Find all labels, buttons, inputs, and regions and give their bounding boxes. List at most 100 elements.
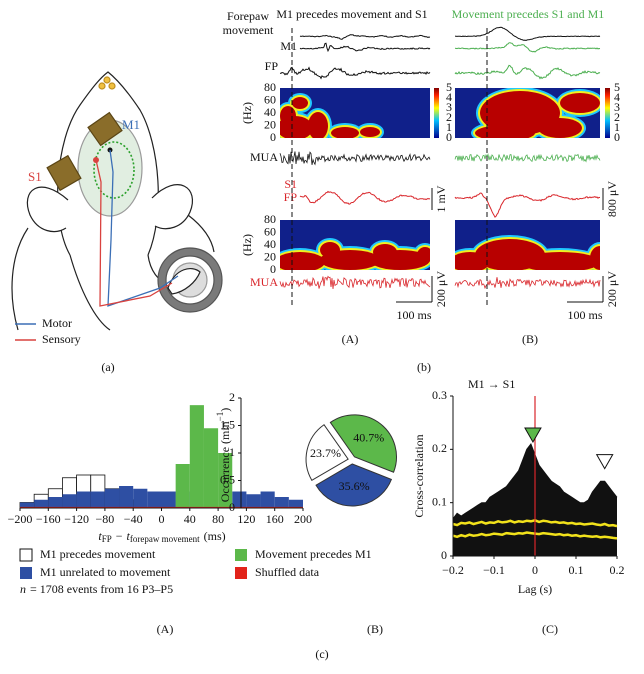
- hz-tick-label: 80: [264, 80, 276, 94]
- subcaption: (A): [342, 332, 359, 346]
- power-blob: [475, 125, 535, 138]
- peak-marker: [595, 454, 614, 470]
- colorbar-tick-label: 5: [614, 80, 620, 94]
- histogram-bar: [20, 506, 35, 508]
- row-label: FP: [284, 190, 298, 204]
- power-blob: [308, 112, 328, 138]
- histogram-bar: [175, 464, 190, 508]
- histogram-bar: [62, 506, 77, 508]
- scale-label: 1 mV: [434, 185, 448, 212]
- power-blob: [373, 244, 397, 260]
- y-tick-label: 0.3: [432, 388, 447, 402]
- x-axis-title: tFP − tforepaw movement (ms): [98, 529, 225, 544]
- legend-swatch: [235, 567, 247, 579]
- whisker-pad: [98, 82, 106, 90]
- x-tick-label: 0.2: [610, 563, 625, 577]
- histogram-bar: [76, 491, 91, 508]
- arm-outline: [69, 254, 111, 331]
- power-blob: [292, 97, 308, 109]
- hz-tick-label: 0: [270, 130, 276, 144]
- colorbar-tick-label: 2: [446, 110, 452, 124]
- paw: [167, 268, 201, 295]
- colorbar-tick-label: 2: [614, 110, 620, 124]
- sensory-pathway: [95, 159, 173, 307]
- histogram-bar: [203, 428, 219, 508]
- hz-tick-label: 0: [270, 262, 276, 276]
- histogram-bar: [133, 506, 148, 508]
- histogram-bar: [288, 499, 303, 508]
- hz-tick-label: 20: [264, 117, 276, 131]
- histogram-bar: [246, 494, 261, 508]
- hz-tick-label: 20: [264, 249, 276, 263]
- x-tick-label: −0.2: [442, 563, 464, 577]
- histogram-bar: [274, 506, 289, 508]
- note-part: = 1708 events from 16 P3–P5: [30, 582, 173, 596]
- colorbar-tick-label: 4: [614, 90, 620, 104]
- hz-tick-label: 40: [264, 105, 276, 119]
- x-tick-label: 0: [159, 512, 165, 526]
- colorbar-tick-label: 3: [614, 100, 620, 114]
- x-tick-label: 200: [294, 512, 312, 526]
- scale-label: 100 ms: [396, 308, 431, 322]
- note-part: n: [20, 582, 26, 596]
- panel-title: Movement precedes S1 and M1: [452, 7, 605, 21]
- histogram-bar: [218, 453, 233, 508]
- histogram-bar: [104, 488, 120, 508]
- hz-tick-label: 80: [264, 212, 276, 226]
- histogram-bar: [90, 506, 105, 508]
- colorbar-tick-label: 5: [446, 80, 452, 94]
- trace: [279, 66, 431, 80]
- pie-label: 23.7%: [310, 446, 341, 460]
- note: n = 1708 events from 16 P3–P5: [20, 582, 173, 596]
- trace: [454, 42, 601, 53]
- power-blob: [538, 118, 582, 138]
- y-tick-label: 0: [229, 500, 235, 514]
- y-axis-title: Occurrence (min−1): [215, 408, 232, 503]
- x-tick-label: −80: [96, 512, 115, 526]
- histogram-bar: [232, 506, 247, 508]
- trace: [299, 42, 431, 53]
- histogram-bar: [147, 506, 162, 508]
- motor-pathway: [107, 149, 179, 307]
- x-tick-label: 80: [212, 512, 224, 526]
- y-axis-title: Cross-correlation: [412, 434, 426, 517]
- legend-label: Sensory: [42, 332, 81, 346]
- trace: [454, 26, 601, 42]
- axis-label: (Hz): [240, 234, 254, 256]
- x-tick-label: 160: [266, 512, 284, 526]
- y-axis-title-part: ): [218, 408, 232, 412]
- subcaption: (B): [367, 622, 383, 636]
- trace: [454, 64, 601, 80]
- power-blob: [320, 242, 340, 258]
- pathways: [95, 149, 179, 307]
- power-blob: [560, 93, 600, 113]
- pie-slice: [305, 424, 349, 482]
- hz-tick-label: 40: [264, 237, 276, 251]
- histogram-bar: [119, 506, 134, 508]
- scale-label: 100 ms: [567, 308, 602, 322]
- subcaption: (C): [542, 622, 558, 636]
- m1-label: M1: [122, 117, 140, 132]
- histogram-bar: [90, 491, 105, 508]
- colorbar-tick-label: 1: [614, 120, 620, 134]
- colorbar-tick-label: 3: [446, 100, 452, 114]
- histogram-bar: [119, 486, 134, 508]
- power-blob: [331, 127, 359, 138]
- ear: [26, 186, 69, 233]
- spectrogram-power: [471, 88, 600, 138]
- histogram-bar: [232, 491, 247, 508]
- histogram-bar: [34, 499, 49, 508]
- y-tick-label: 1.5: [220, 417, 235, 431]
- s1-label: S1: [28, 169, 42, 184]
- x-tick-label: −200: [8, 512, 33, 526]
- x-tick-label: 120: [237, 512, 255, 526]
- spectrogram-power: [280, 93, 384, 138]
- histogram-bar: [218, 506, 233, 508]
- peak-marker: [524, 427, 542, 444]
- scale-label: 800 μV: [605, 181, 619, 217]
- legend-label: Shuffled data: [255, 565, 320, 579]
- body-outline: [187, 214, 215, 253]
- colorbar-tick-label: 1: [446, 120, 452, 134]
- row-label: S1: [284, 177, 297, 191]
